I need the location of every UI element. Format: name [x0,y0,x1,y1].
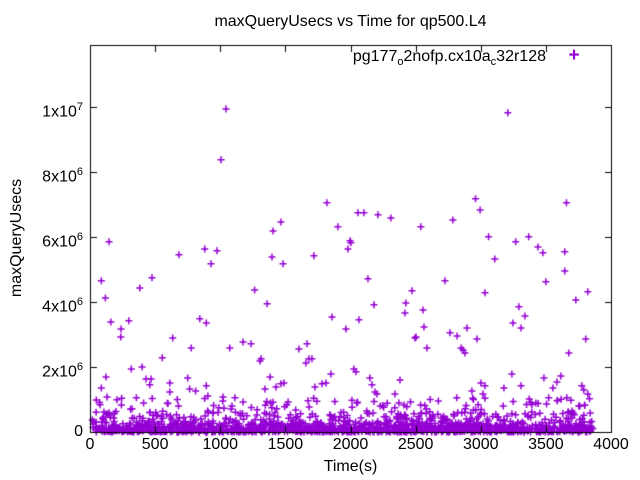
chart-title: maxQueryUsecs vs Time for qp500.L4 [214,13,487,30]
tick-exponent: 7 [76,100,83,113]
x-tick-label-2500: 2500 [397,436,434,453]
legend-text-segment: 2nofp.cx10a [403,48,491,65]
y-tick-label-1x10^7: 1x107 [42,100,83,121]
x-tick-label-0: 0 [85,436,95,453]
x-tick-label-3500: 3500 [528,436,564,453]
tick-exponent: 6 [76,295,83,308]
x-tick-label-4000: 4000 [593,436,629,453]
x-tick-label-1000: 1000 [202,436,239,453]
x-tick-label-3000: 3000 [462,436,499,453]
legend-text-segment: 32r128 [496,48,546,65]
x-tick-label-2000: 2000 [332,436,369,453]
x-axis-title: Time(s) [323,458,378,475]
tick-exponent: 6 [76,230,83,243]
y-tick-label-2x10^6: 2x106 [42,360,83,381]
y-tick-label-4x10^6: 4x106 [42,295,83,316]
legend-plus-marker-icon: + [568,45,580,66]
tick-exponent: 6 [76,165,83,178]
x-tick-label-500: 500 [141,436,169,453]
legend-subscript: o [397,56,404,69]
tick-exponent: 6 [76,360,83,373]
x-tick-label-1500: 1500 [267,436,304,453]
legend-text-segment: pg177 [352,48,398,65]
y-tick-label-6x10^6: 6x106 [42,230,83,251]
y-tick-label-0: 0 [74,423,83,440]
y-tick-label-8x10^6: 8x106 [42,165,83,186]
legend-subscript: c [490,56,497,69]
legend-series-label: pg177o2nofp.cx10ac32r128 [353,48,546,68]
